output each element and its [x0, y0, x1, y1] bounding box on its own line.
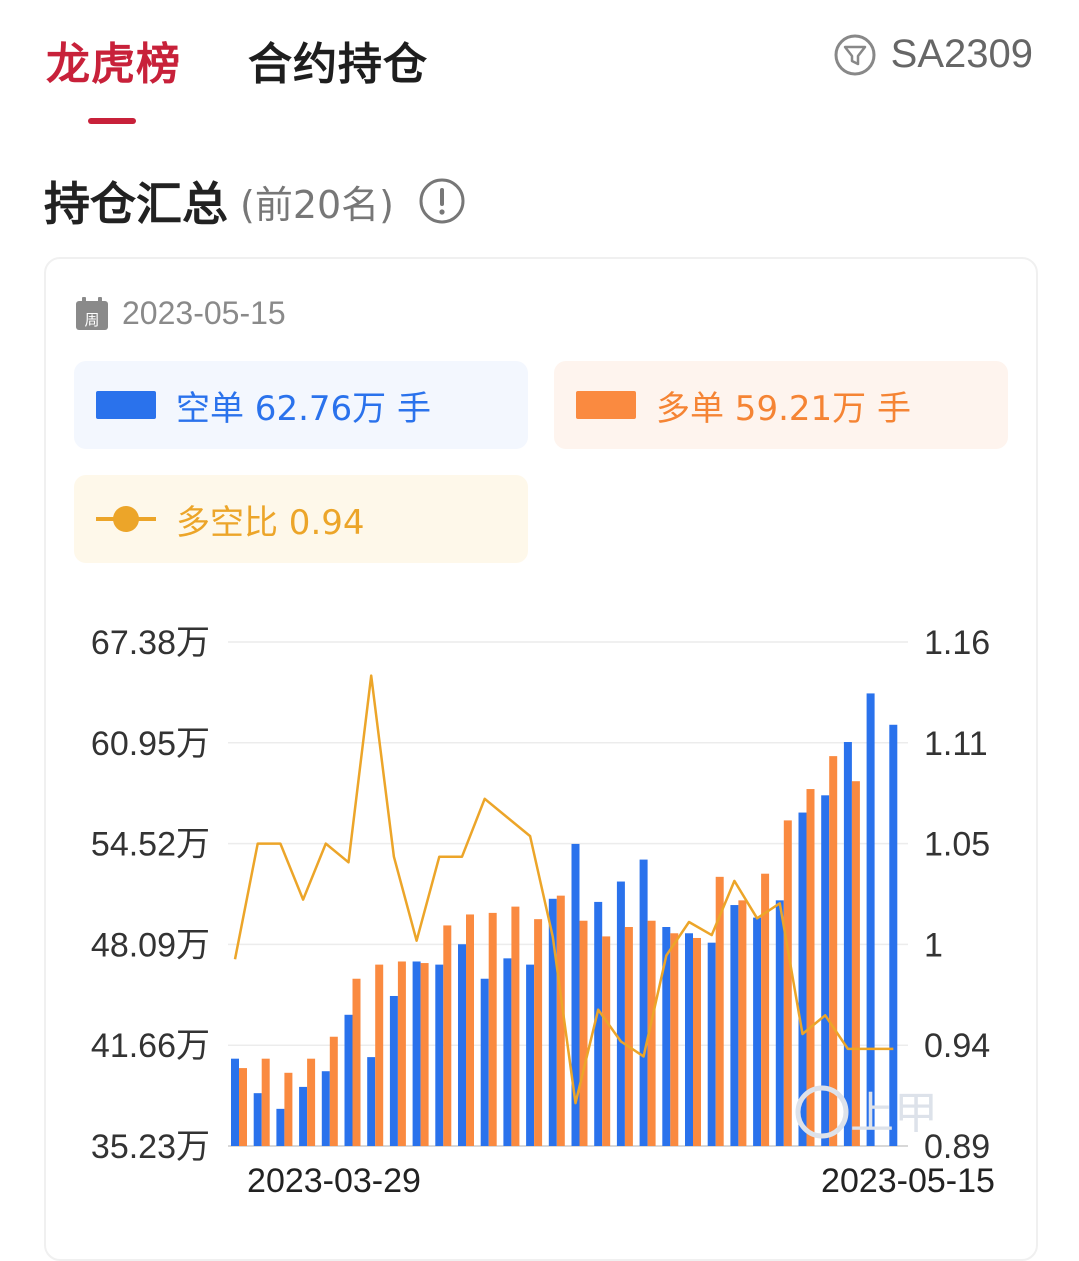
legend-ratio-text: 多空比 0.94 [176, 502, 365, 543]
selected-date: 2023-05-15 [122, 295, 286, 331]
section-subtitle: (前20名) [240, 182, 395, 227]
legend-short-positions[interactable]: 空单 62.76万 手 [74, 361, 528, 449]
legend-long-text: 多单 59.21万 手 [656, 388, 911, 429]
top-tab-bar: 龙虎榜 合约持仓 SA2309 [0, 0, 1079, 130]
section-title: 持仓汇总 [44, 177, 228, 231]
calendar-icon: 周 [76, 296, 108, 330]
date-row: 周 2023-05-15 [74, 295, 286, 332]
calendar-icon-text: 周 [84, 311, 99, 329]
legend-long-positions[interactable]: 多单 59.21万 手 [554, 361, 1008, 449]
line-marker-icon [96, 506, 156, 532]
contract-code: SA2309 [890, 32, 1033, 76]
tab-contract-positions[interactable]: 合约持仓 [248, 39, 428, 90]
filter-icon [834, 34, 876, 75]
legend-long-short-ratio[interactable]: 多空比 0.94 [74, 475, 528, 563]
section-heading: 持仓汇总 (前20名) [44, 168, 466, 234]
contract-filter-button[interactable]: SA2309 [833, 32, 1033, 77]
active-tab-indicator [88, 118, 136, 124]
tab-dragon-tiger-list[interactable]: 龙虎榜 [46, 39, 181, 90]
short-swatch [96, 391, 156, 419]
position-summary-card: 周 2023-05-15 空单 62.76万 手 多单 59.21万 手 多空比… [44, 257, 1038, 1261]
info-icon[interactable] [418, 177, 466, 225]
long-swatch [576, 391, 636, 419]
legend-short-text: 空单 62.76万 手 [176, 388, 431, 429]
